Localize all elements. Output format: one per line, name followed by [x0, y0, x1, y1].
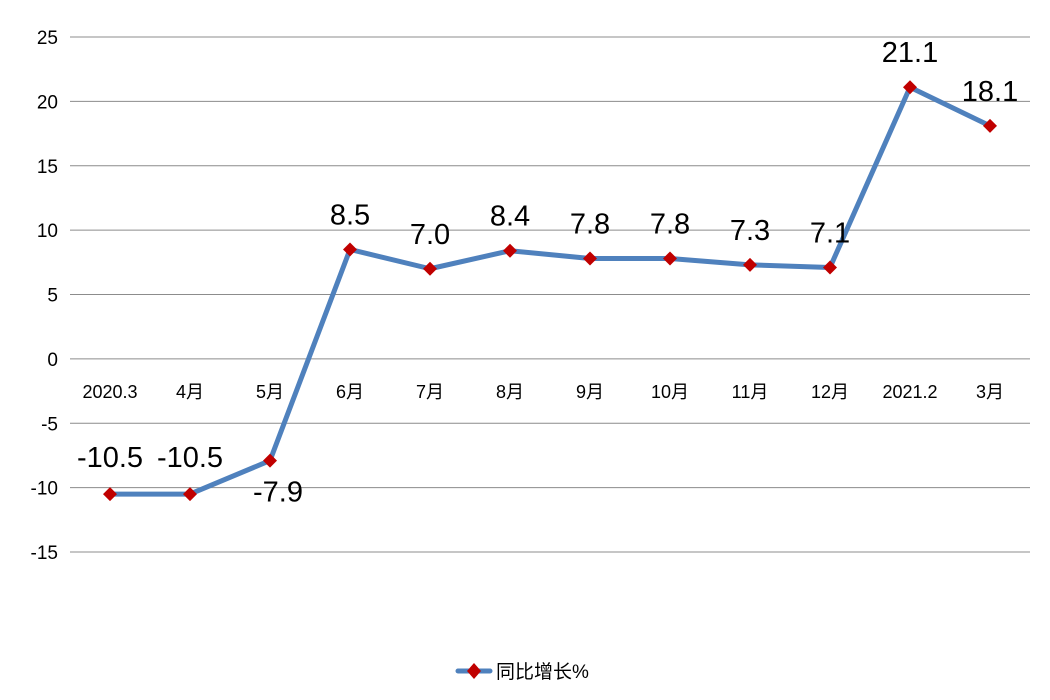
y-tick-label: 0	[47, 350, 58, 371]
data-point-marker	[423, 261, 437, 276]
series-growth	[103, 80, 997, 502]
x-tick-label: 5月	[256, 382, 284, 402]
legend: 同比增长%	[455, 661, 589, 683]
x-tick-label: 3月	[976, 382, 1004, 402]
y-tick-label: 20	[37, 92, 58, 113]
x-tick-label: 9月	[576, 382, 604, 402]
data-label: 7.3	[730, 215, 770, 247]
x-tick-label: 12月	[811, 382, 849, 402]
y-tick-label: 10	[37, 221, 58, 242]
data-point-marker	[743, 257, 757, 272]
gridlines	[70, 36, 1030, 553]
data-label: 8.5	[330, 199, 370, 231]
data-label: 21.1	[882, 37, 938, 69]
data-point-marker	[183, 487, 197, 502]
data-label: 7.8	[570, 208, 610, 240]
data-point-marker	[823, 260, 837, 275]
data-point-marker	[503, 243, 517, 258]
x-tick-label: 11月	[732, 382, 769, 402]
y-tick-label: -10	[31, 479, 58, 500]
x-tick-label: 7月	[416, 382, 444, 402]
y-tick-label: -5	[41, 414, 58, 435]
data-point-marker	[583, 251, 597, 266]
x-tick-label: 4月	[176, 382, 204, 402]
data-label: 7.1	[810, 217, 850, 249]
data-point-marker	[263, 453, 277, 468]
data-point-marker	[663, 251, 677, 266]
x-tick-label: 6月	[336, 382, 364, 402]
data-label: 7.0	[410, 219, 450, 251]
legend-marker-swatch	[467, 663, 481, 679]
data-labels: -10.5 -10.5 -7.9 8.5 7.0 8.4 7.8 7.8 7.3 7.1 21.1 1…	[77, 37, 1018, 508]
series-line	[107, 84, 993, 497]
y-axis-ticks: 25 20 15 10 5 0 -5 -10 -15	[31, 28, 58, 564]
data-label: 18.1	[962, 76, 1018, 108]
data-label: -10.5	[77, 442, 143, 474]
data-point-marker	[903, 80, 917, 95]
data-label: -10.5	[157, 442, 223, 474]
x-axis-ticks: 2020.3 4月 5月 6月 7月 8月 9月 10月 11月 12月 2021.2 3月	[82, 382, 1004, 402]
y-tick-label: -15	[31, 543, 58, 564]
y-tick-label: 25	[37, 28, 58, 49]
data-point-marker	[103, 487, 117, 502]
x-tick-label: 10月	[651, 382, 689, 402]
x-tick-label: 8月	[496, 382, 524, 402]
data-label: 8.4	[490, 201, 530, 233]
data-label: 7.8	[650, 208, 690, 240]
x-tick-label: 2020.3	[82, 382, 137, 402]
legend-label: 同比增长%	[496, 661, 589, 683]
data-point-marker	[983, 118, 997, 133]
x-tick-label: 2021.2	[882, 382, 937, 402]
data-point-marker	[343, 242, 357, 257]
y-tick-label: 15	[37, 157, 58, 178]
data-label: -7.9	[253, 477, 303, 509]
y-tick-label: 5	[47, 286, 58, 307]
